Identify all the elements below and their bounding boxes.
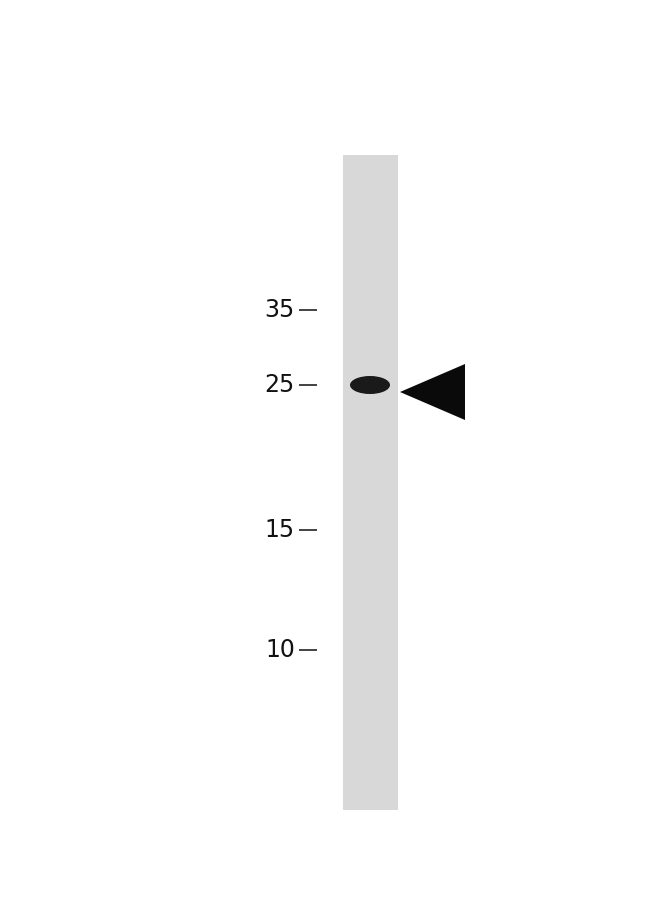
Text: 35: 35 <box>265 298 295 322</box>
Text: 10: 10 <box>265 638 295 662</box>
Text: 15: 15 <box>265 518 295 542</box>
Ellipse shape <box>350 376 390 394</box>
Polygon shape <box>400 364 465 420</box>
Text: 25: 25 <box>265 373 295 397</box>
Bar <box>343 155 398 810</box>
